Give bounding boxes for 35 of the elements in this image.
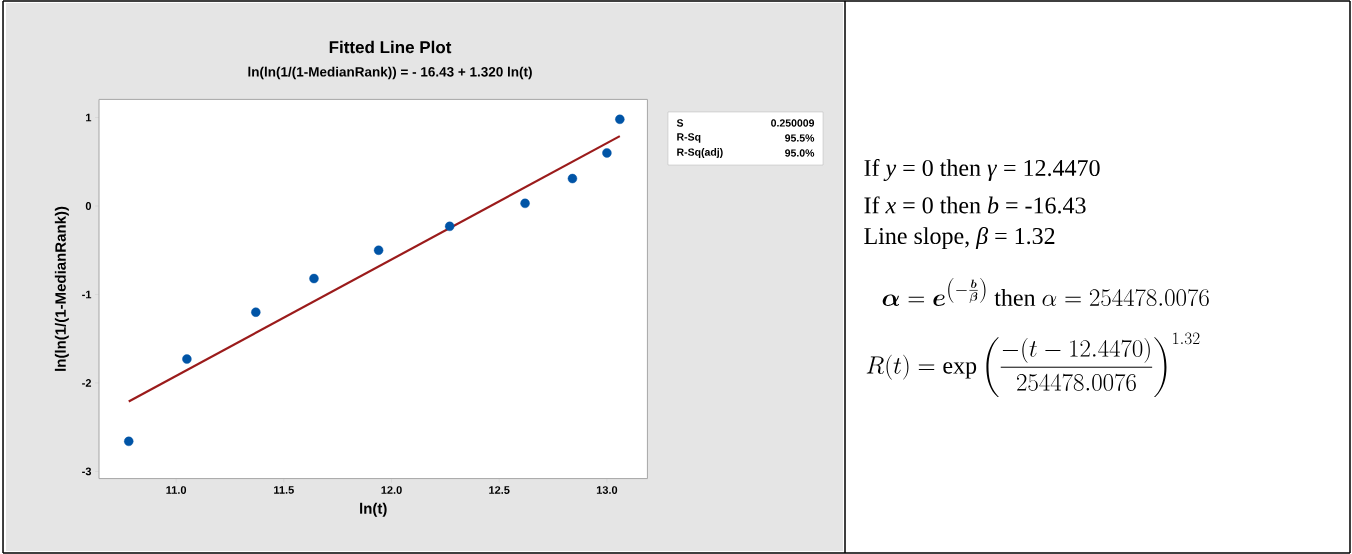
point [309, 273, 319, 284]
y-tick-label: 0 [85, 202, 92, 210]
point [520, 198, 530, 209]
text: R-Sq(adj) [677, 148, 723, 158]
point [567, 173, 578, 184]
point [373, 245, 384, 255]
text: Line slope, β = 1.32 [864, 226, 1055, 249]
point [602, 148, 612, 158]
x-tick-label: 13.0 [596, 486, 618, 494]
y-tick-label: 1 [86, 113, 92, 122]
chart-title: Fitted Line Plot [329, 40, 452, 54]
x-axis-title: ln(t) [360, 502, 387, 517]
x-tick-label: 12.0 [381, 486, 402, 494]
text: If y = 0 then γ = 12.4470 [864, 158, 1100, 182]
x-tick-label: 11.0 [166, 486, 187, 494]
chart-subtitle: ln(ln(1/(1-MedianRank)) = - 16.43 + 1.320 ln(t) [248, 66, 532, 80]
point [182, 354, 192, 364]
text: $R(t) = \exp\left(\frac{-(t-12.4470)}{254478.0076}\right)^{1.32}$ [866, 332, 1200, 398]
text: 0.250009 [771, 119, 815, 127]
y-axis-title: ln(ln(1/(1-MedianRank)) [54, 206, 69, 371]
y-tick-label: -3 [82, 467, 92, 476]
y-tick-label: -2 [82, 379, 92, 387]
point [251, 307, 261, 317]
text: $\boldsymbol{\alpha} = \boldsymbol{e}^{\left(-\frac{\boldsymbol{b}}{\boldsymbol{\beta}}\right)}\ \mathrm{then}\ \alpha = 254478.0076$ [882, 278, 1209, 307]
text: 95.0% [785, 149, 815, 157]
y-tick-label: -1 [82, 290, 92, 299]
point [615, 114, 625, 124]
text: 95.5% [785, 134, 815, 142]
point [444, 221, 455, 232]
x-tick-label: 11.5 [274, 486, 294, 494]
text: S [676, 119, 684, 127]
point [124, 436, 134, 447]
text: If x = 0 then b = -16.43 [864, 196, 1086, 214]
x-tick-label: 12.5 [489, 486, 510, 494]
text: R-Sq [677, 133, 701, 143]
